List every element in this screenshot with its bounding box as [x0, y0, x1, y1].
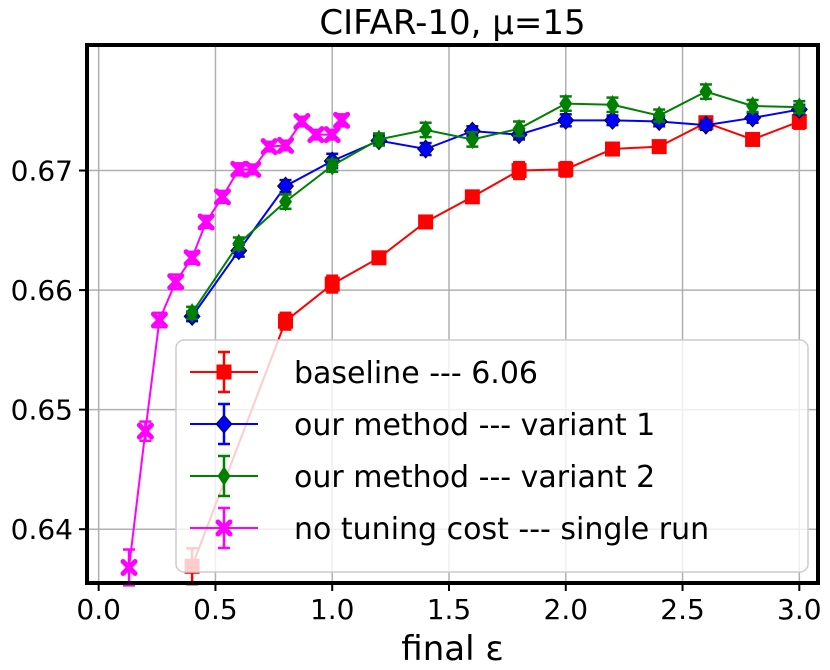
- series-4: [120, 111, 351, 587]
- x-marker-stroke: [307, 126, 325, 144]
- x-marker-stroke: [333, 111, 351, 129]
- data-point: [277, 136, 295, 154]
- ticks-layer: 0.0 0.5 1.0 1.5 2.0 2.5 3.0 0.64 0.65 0.66 0.67: [11, 155, 822, 626]
- data-point: [558, 161, 574, 177]
- plot-frame: [85, 43, 820, 585]
- data-point: [323, 126, 341, 144]
- legend-label: our method --- variant 1: [294, 408, 655, 443]
- y-tick-label: 0.65: [11, 394, 73, 427]
- x-marker-stroke: [277, 136, 295, 154]
- data-point: [230, 160, 248, 178]
- x-marker-stroke: [230, 160, 248, 178]
- data-point: [324, 276, 340, 292]
- legend-label: baseline --- 6.06: [294, 356, 538, 391]
- data-point: [371, 250, 387, 266]
- data-point: [512, 118, 526, 139]
- data-point: [604, 141, 620, 157]
- data-point: [232, 233, 246, 254]
- x-axis-label: final ε: [401, 629, 503, 669]
- y-tick-label: 0.66: [11, 274, 73, 307]
- data-point: [333, 111, 351, 129]
- x-marker-stroke: [244, 160, 262, 178]
- data-point: [372, 129, 386, 150]
- data-point: [746, 96, 760, 116]
- data-point: [419, 120, 433, 140]
- data-point: [699, 81, 713, 102]
- x-tick-label: 2.0: [544, 593, 589, 626]
- data-point: [559, 93, 573, 114]
- data-point: [279, 191, 292, 212]
- series-line: [191, 90, 800, 314]
- data-point: [136, 422, 154, 440]
- series-3: [185, 81, 806, 323]
- data-point: [603, 110, 622, 130]
- x-tick-label: 3.0: [777, 593, 822, 626]
- data-point: [167, 273, 185, 291]
- data-point: [150, 311, 168, 329]
- data-point: [605, 95, 619, 115]
- data-point: [744, 108, 762, 128]
- legend-marker: [217, 466, 231, 486]
- data-point: [652, 105, 666, 126]
- legend-label: no tuning cost --- single run: [294, 512, 709, 547]
- data-point: [557, 110, 575, 130]
- data-point: [417, 139, 435, 159]
- x-marker-stroke: [323, 126, 341, 144]
- y-tick-label: 0.64: [11, 513, 73, 546]
- data-point: [464, 189, 480, 205]
- x-tick-label: 0.5: [193, 593, 238, 626]
- data-point: [260, 138, 278, 156]
- x-marker-stroke: [167, 273, 185, 291]
- data-point: [185, 303, 199, 323]
- data-point: [293, 113, 311, 131]
- x-tick-label: 0.0: [76, 593, 121, 626]
- legend-marker: [215, 414, 233, 434]
- data-point: [278, 313, 294, 329]
- x-marker-stroke: [183, 249, 201, 267]
- x-tick-label: 1.5: [427, 593, 472, 626]
- x-marker-stroke: [260, 138, 278, 156]
- legend-marker: [215, 519, 233, 537]
- data-point: [511, 163, 527, 179]
- data-point: [745, 131, 761, 147]
- x-marker-stroke: [213, 188, 231, 206]
- x-marker-stroke: [150, 311, 168, 329]
- data-point: [183, 249, 201, 267]
- data-point: [792, 97, 806, 117]
- legend-marker: [216, 364, 232, 380]
- legend-item: our method --- variant 1: [190, 402, 655, 446]
- x-tick-label: 2.5: [660, 593, 705, 626]
- data-point: [418, 214, 434, 230]
- x-marker-stroke: [215, 519, 233, 537]
- data-point: [244, 160, 262, 178]
- legend-label: our method --- variant 2: [294, 460, 655, 495]
- data-point: [120, 558, 138, 576]
- data-point: [651, 139, 667, 155]
- data-point: [465, 129, 479, 150]
- data-point: [325, 156, 339, 176]
- legend-item: no tuning cost --- single run: [190, 506, 709, 550]
- legend-item: baseline --- 6.06: [190, 350, 538, 394]
- x-tick-label: 1.0: [310, 593, 355, 626]
- legend: baseline --- 6.06 our method --- variant …: [175, 339, 809, 573]
- data-point: [213, 188, 231, 206]
- x-marker-stroke: [136, 422, 154, 440]
- data-point: [307, 126, 325, 144]
- chart-title: CIFAR-10, μ=15: [319, 3, 585, 43]
- data-point: [197, 213, 215, 231]
- legend-box: [175, 339, 809, 573]
- x-marker-stroke: [197, 213, 215, 231]
- legend-item: our method --- variant 2: [190, 454, 655, 498]
- x-marker-stroke: [120, 558, 138, 576]
- data-point: [697, 115, 715, 135]
- x-marker-stroke: [293, 113, 311, 131]
- y-tick-label: 0.67: [11, 155, 73, 188]
